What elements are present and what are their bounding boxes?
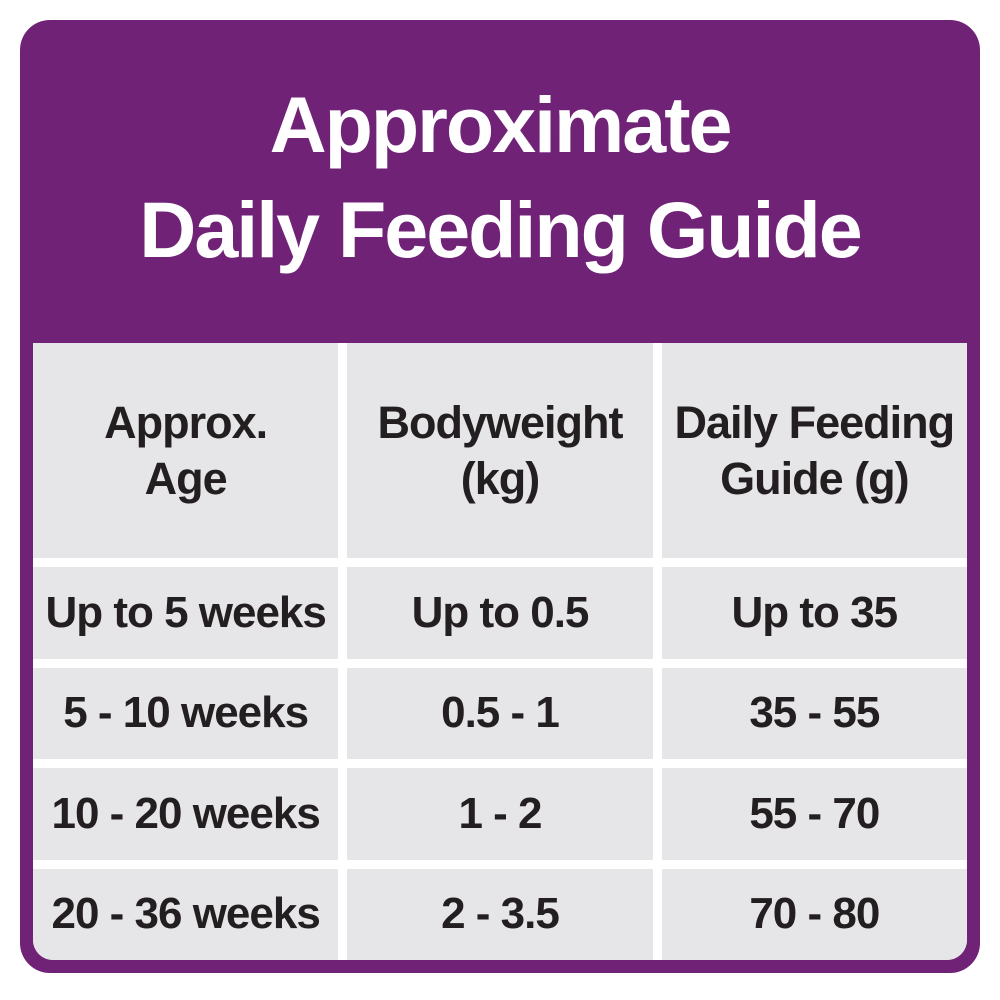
table-cell-age-row3: 10 - 20 weeks [33,768,339,860]
feeding-guide-table: Approx. Age Bodyweight (kg) Daily Feedin… [33,343,967,960]
table-cell-feed-row3: 55 - 70 [661,768,967,860]
table-cell-feed-row4: 70 - 80 [661,868,967,960]
table-cell-age-row1: Up to 5 weeks [33,567,339,659]
table-cell-weight-row1: Up to 0.5 [347,567,653,659]
feeding-guide-card: Approximate Daily Feeding Guide Approx. … [20,20,980,973]
table-cell-weight-row3: 1 - 2 [347,768,653,860]
table-cell-weight-row2: 0.5 - 1 [347,667,653,759]
table-cell-weight-row4: 2 - 3.5 [347,868,653,960]
table-cell-feed-row2: 35 - 55 [661,667,967,759]
title-line-1: Approximate [269,80,733,169]
header-line: Daily Feeding [674,396,956,448]
column-header-daily-feeding-guide: Daily Feeding Guide (g) [661,343,967,558]
table-cell-age-row4: 20 - 36 weeks [33,868,339,960]
column-header-bodyweight: Bodyweight (kg) [347,343,653,558]
title-line-2: Daily Feeding Guide [139,185,862,274]
page-title: Approximate Daily Feeding Guide [20,20,980,282]
table-cell-age-row2: 5 - 10 weeks [33,667,339,759]
table-cell-feed-row1: Up to 35 [661,567,967,659]
column-header-approx-age: Approx. Age [33,343,339,558]
header-line: Age [144,452,228,504]
header-line: Guide (g) [720,452,909,504]
header-line: Approx. [104,396,268,448]
header-line: (kg) [460,452,540,504]
header-line: Bodyweight [377,396,623,448]
